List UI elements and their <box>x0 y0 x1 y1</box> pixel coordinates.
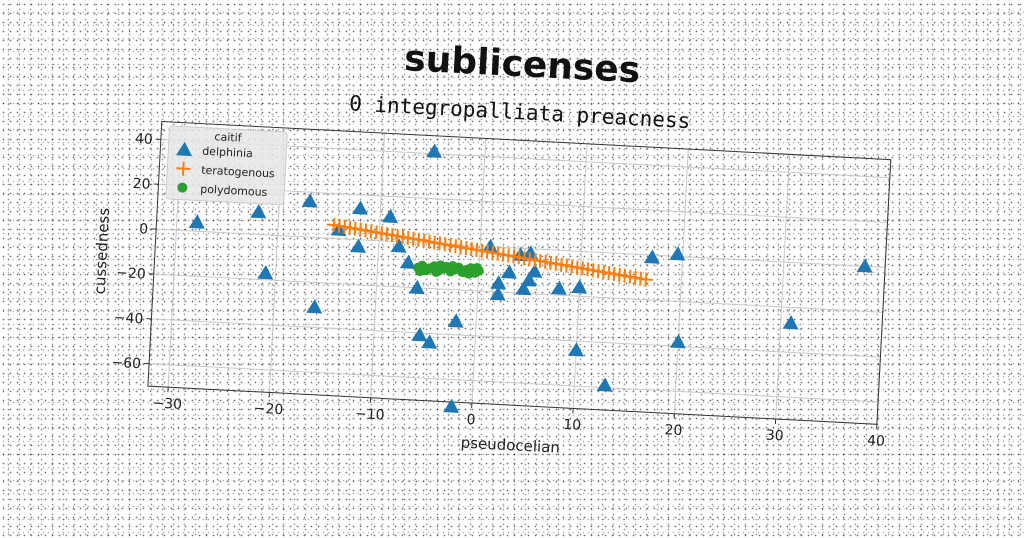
data-point-delphinia <box>783 315 800 330</box>
y-tick-label: −40 <box>113 310 143 328</box>
data-point-delphinia <box>391 238 408 253</box>
data-point-delphinia <box>250 204 267 219</box>
data-point-delphinia <box>411 327 428 342</box>
x-gridline <box>674 149 688 414</box>
data-point-delphinia <box>382 208 399 223</box>
x-tick-label: −20 <box>253 401 283 419</box>
data-point-delphinia <box>443 398 460 413</box>
x-tick-label: 30 <box>765 428 784 445</box>
x-gridline <box>371 133 385 398</box>
x-gridline <box>573 144 587 409</box>
x-gridline <box>776 154 790 419</box>
data-point-delphinia <box>352 200 369 215</box>
data-point-delphinia <box>426 143 443 158</box>
y-tick-label: 40 <box>135 131 154 148</box>
x-tick-label: 10 <box>563 417 582 434</box>
y-gridline <box>151 319 880 357</box>
x-tick-label: −30 <box>152 395 182 413</box>
data-point-delphinia <box>568 342 585 357</box>
data-point-delphinia <box>571 279 588 294</box>
y-axis-label: cussedness <box>91 207 114 295</box>
x-tick-label: 20 <box>664 422 683 439</box>
data-point-delphinia <box>501 264 518 279</box>
data-point-delphinia <box>302 193 319 208</box>
data-point-delphinia <box>644 249 661 264</box>
y-tick-label: −60 <box>111 355 141 373</box>
legend-title: caitif <box>214 130 243 144</box>
x-tick-label: −10 <box>355 406 385 424</box>
x-tick-label: 40 <box>867 433 886 450</box>
data-point-delphinia <box>448 313 465 328</box>
data-point-delphinia <box>670 334 687 349</box>
data-point-delphinia <box>409 279 426 294</box>
x-axis-label: pseudocelian <box>460 434 560 457</box>
plus-v <box>183 162 184 176</box>
x-tick-label: 0 <box>466 412 476 428</box>
data-point-delphinia <box>551 280 568 295</box>
data-point-delphinia <box>257 265 274 280</box>
plus-v <box>646 273 647 287</box>
series-polydomous <box>413 259 485 279</box>
y-tick-label: 20 <box>132 176 151 193</box>
data-point-delphinia <box>306 299 323 314</box>
data-point-delphinia <box>857 258 874 273</box>
y-tick-label: −20 <box>116 265 146 283</box>
data-point-delphinia <box>189 214 206 229</box>
data-point-delphinia <box>597 377 614 392</box>
y-gridline <box>149 364 878 402</box>
y-tick-label: 0 <box>139 221 149 237</box>
legend-label-delphinia: delphinia <box>202 145 253 161</box>
